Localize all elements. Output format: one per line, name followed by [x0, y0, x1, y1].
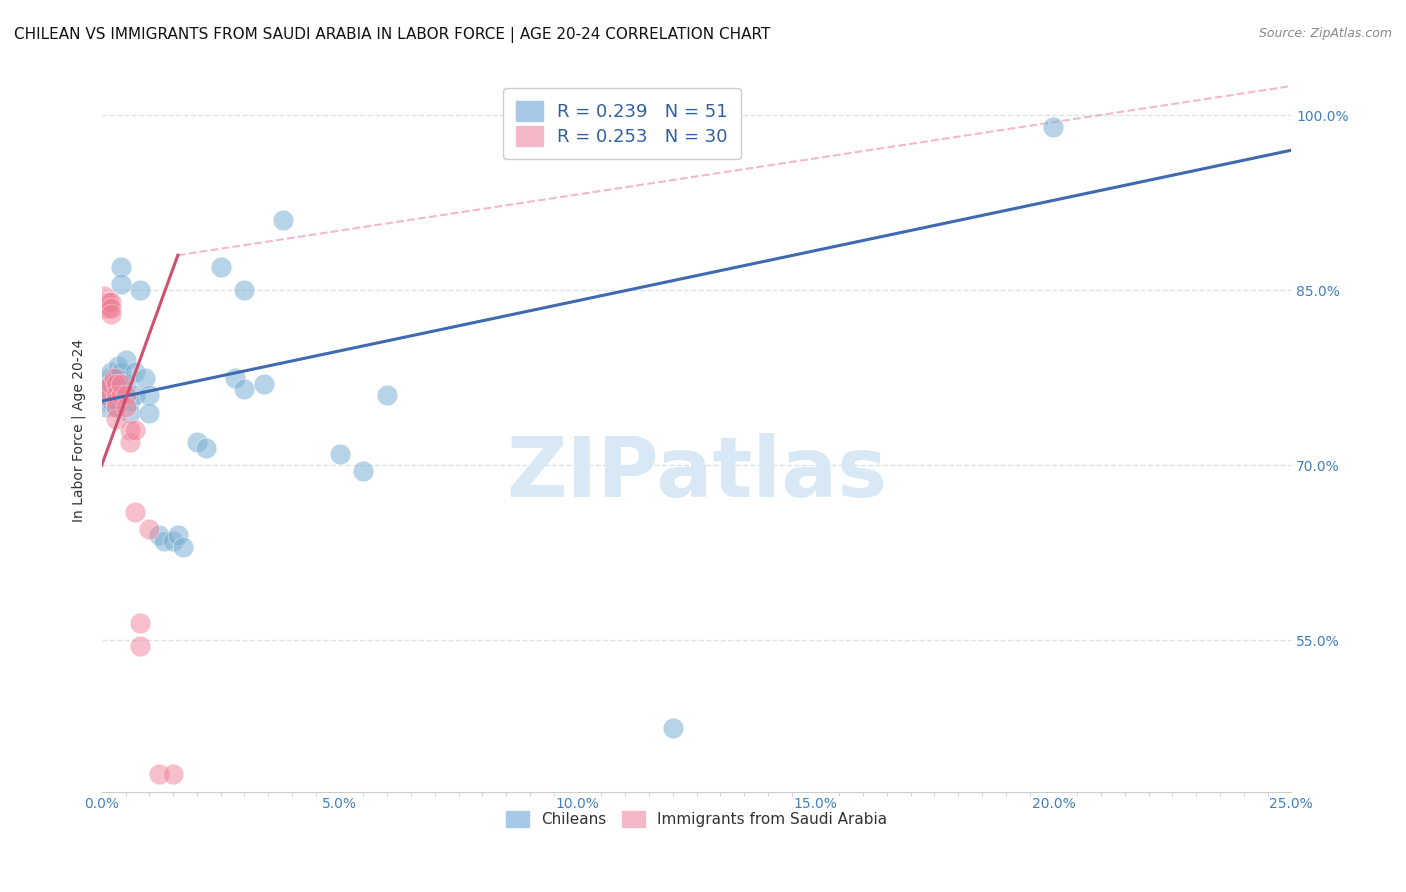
Point — [110, 376, 132, 391]
Point — [661, 721, 683, 735]
Point — [104, 394, 127, 409]
Point — [162, 767, 184, 781]
Point — [110, 260, 132, 274]
Point — [120, 423, 142, 437]
Point — [97, 301, 120, 315]
Point — [709, 108, 731, 122]
Point — [100, 376, 122, 391]
Point — [100, 294, 122, 309]
Point — [120, 406, 142, 420]
Point — [124, 423, 146, 437]
Point — [107, 370, 129, 384]
Point — [97, 294, 120, 309]
Point — [110, 277, 132, 292]
Point — [100, 365, 122, 379]
Point — [162, 534, 184, 549]
Point — [352, 464, 374, 478]
Point — [114, 400, 136, 414]
Point — [104, 376, 127, 391]
Point — [128, 639, 150, 653]
Point — [128, 283, 150, 297]
Point — [252, 376, 274, 391]
Point — [110, 383, 132, 397]
Point — [124, 365, 146, 379]
Point — [96, 376, 118, 391]
Point — [375, 388, 398, 402]
Point — [104, 394, 127, 409]
Point — [100, 307, 122, 321]
Point — [148, 767, 170, 781]
Point — [138, 523, 160, 537]
Point — [96, 394, 118, 409]
Point — [148, 528, 170, 542]
Point — [128, 615, 150, 630]
Point — [271, 213, 294, 227]
Point — [120, 434, 142, 449]
Point — [97, 383, 120, 397]
Point — [233, 383, 256, 397]
Legend: Chileans, Immigrants from Saudi Arabia: Chileans, Immigrants from Saudi Arabia — [498, 803, 894, 835]
Point — [1042, 120, 1064, 134]
Point — [93, 385, 115, 400]
Y-axis label: In Labor Force | Age 20-24: In Labor Force | Age 20-24 — [72, 339, 86, 522]
Point — [124, 388, 146, 402]
Point — [104, 400, 127, 414]
Text: CHILEAN VS IMMIGRANTS FROM SAUDI ARABIA IN LABOR FORCE | AGE 20-24 CORRELATION C: CHILEAN VS IMMIGRANTS FROM SAUDI ARABIA … — [14, 27, 770, 43]
Point — [104, 388, 127, 402]
Point — [224, 370, 246, 384]
Point — [138, 388, 160, 402]
Point — [103, 370, 125, 384]
Point — [104, 370, 127, 384]
Point — [186, 434, 208, 449]
Point — [120, 394, 142, 409]
Point — [97, 370, 120, 384]
Point — [172, 540, 194, 554]
Point — [233, 283, 256, 297]
Point — [209, 260, 232, 274]
Point — [93, 388, 115, 402]
Point — [100, 394, 122, 409]
Point — [104, 400, 127, 414]
Point — [107, 359, 129, 373]
Point — [96, 388, 118, 402]
Point — [152, 534, 174, 549]
Point — [100, 301, 122, 315]
Point — [93, 289, 115, 303]
Point — [134, 370, 156, 384]
Text: ZIPatlas: ZIPatlas — [506, 434, 887, 514]
Point — [110, 388, 132, 402]
Point — [96, 301, 118, 315]
Point — [100, 376, 122, 391]
Point — [104, 411, 127, 425]
Point — [114, 388, 136, 402]
Point — [103, 388, 125, 402]
Point — [195, 441, 218, 455]
Point — [166, 528, 188, 542]
Text: Source: ZipAtlas.com: Source: ZipAtlas.com — [1258, 27, 1392, 40]
Point — [138, 406, 160, 420]
Point — [114, 376, 136, 391]
Point — [114, 353, 136, 368]
Point — [96, 294, 118, 309]
Point — [96, 400, 118, 414]
Point — [124, 505, 146, 519]
Point — [104, 376, 127, 391]
Point — [96, 383, 118, 397]
Point — [110, 365, 132, 379]
Point — [329, 446, 352, 460]
Point — [104, 388, 127, 402]
